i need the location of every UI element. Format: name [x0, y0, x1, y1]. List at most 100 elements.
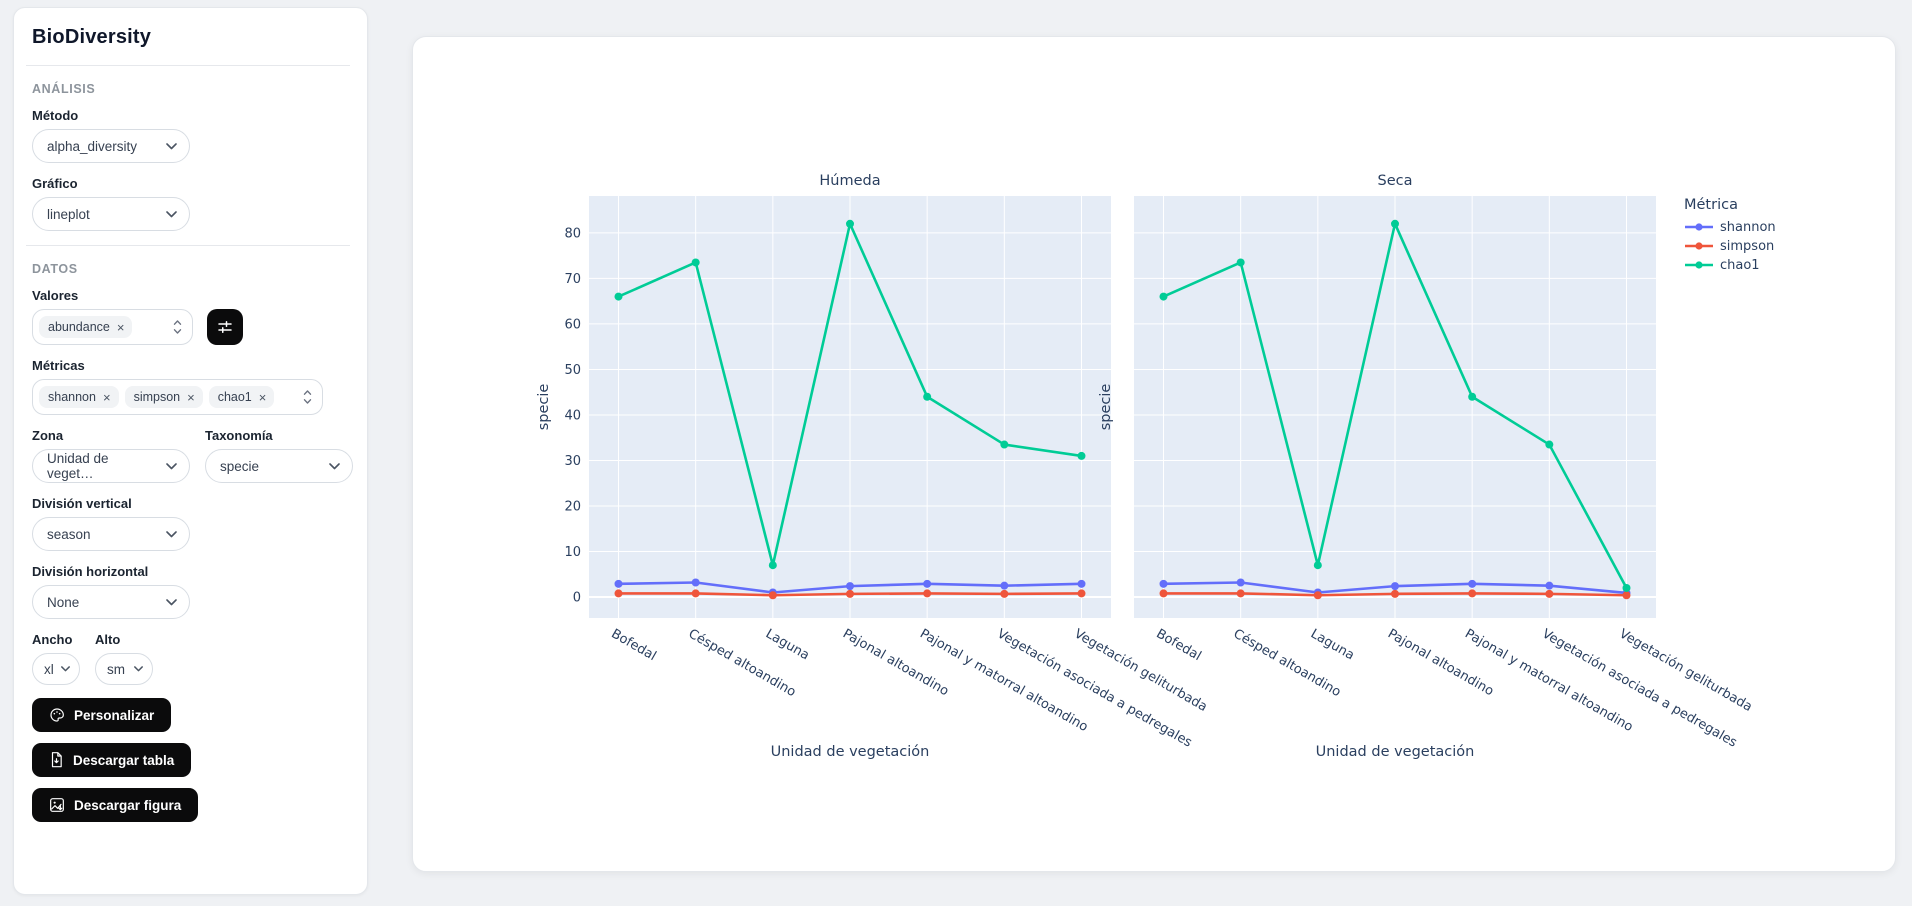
series-point-shannon[interactable] [923, 579, 932, 588]
legend-swatch-chao1 [1685, 261, 1713, 269]
division-vertical-select[interactable]: season [32, 517, 190, 551]
personalizar-button[interactable]: Personalizar [32, 698, 172, 732]
x-axis-title: Unidad de vegetación [771, 744, 930, 760]
series-point-chao1[interactable] [1159, 292, 1168, 301]
valores-multiselect[interactable]: abundance × [32, 309, 193, 345]
facet-title: Seca [1378, 173, 1413, 189]
ancho-select[interactable]: xl [32, 653, 80, 685]
metodo-select[interactable]: alpha_diversity [32, 129, 190, 163]
series-point-simpson[interactable] [614, 589, 623, 598]
y-axis-title: specie [1098, 384, 1114, 431]
series-point-simpson[interactable] [1545, 589, 1554, 598]
alto-label: Alto [95, 632, 121, 647]
series-point-shannon[interactable] [846, 582, 854, 591]
series-point-simpson[interactable] [1236, 589, 1245, 598]
descargar-figura-button[interactable]: Descargar figura [32, 788, 199, 822]
series-point-chao1[interactable] [1545, 440, 1554, 449]
tag-remove-icon[interactable]: × [187, 389, 195, 405]
series-point-simpson[interactable] [1077, 589, 1086, 598]
y-tick-label: 40 [564, 408, 581, 423]
series-point-chao1[interactable] [691, 258, 700, 267]
series-point-shannon[interactable] [691, 578, 700, 587]
zona-field: Zona Unidad de veget… [32, 428, 190, 483]
alto-select[interactable]: sm [95, 653, 153, 685]
division-horizontal-select[interactable]: None [32, 585, 190, 619]
zona-select[interactable]: Unidad de veget… [32, 449, 190, 483]
series-point-chao1[interactable] [1236, 258, 1245, 267]
series-point-shannon[interactable] [1468, 579, 1477, 588]
series-point-chao1[interactable] [1000, 440, 1009, 449]
series-point-shannon[interactable] [614, 579, 623, 588]
image-download-icon [50, 798, 64, 812]
tag-label: chao1 [217, 390, 252, 404]
stepper-icon[interactable] [173, 319, 182, 335]
sidebar: BioDiversity ANÁLISIS Método alpha_diver… [13, 7, 368, 895]
y-tick-label: 30 [564, 454, 581, 469]
series-point-shannon[interactable] [1000, 581, 1009, 590]
legend-entry-simpson[interactable]: simpson [1684, 238, 1776, 254]
x-tick-label: Vegetación geliturbada [1617, 626, 1755, 714]
file-download-icon [51, 752, 62, 768]
series-point-shannon[interactable] [1236, 578, 1245, 587]
tag-remove-icon[interactable]: × [102, 389, 111, 405]
series-point-shannon[interactable] [1391, 582, 1399, 591]
legend-label: simpson [1720, 238, 1775, 254]
legend-entry-shannon[interactable]: shannon [1684, 219, 1776, 235]
series-point-chao1[interactable] [846, 219, 854, 228]
value-settings-button[interactable] [207, 309, 243, 345]
chart-legend: Métrica shannon simpson chao1 [1684, 197, 1776, 276]
series-point-chao1[interactable] [614, 292, 623, 301]
ancho-value: xl [44, 661, 54, 677]
legend-entry-chao1[interactable]: chao1 [1684, 257, 1776, 273]
metodo-value: alpha_diversity [47, 138, 138, 154]
tag-remove-icon[interactable]: × [116, 319, 125, 335]
series-point-shannon[interactable] [1159, 579, 1168, 588]
series-point-simpson[interactable] [1622, 591, 1631, 600]
series-point-chao1[interactable] [1313, 561, 1322, 570]
series-point-chao1[interactable] [1391, 219, 1399, 228]
series-point-simpson[interactable] [1313, 591, 1322, 600]
series-point-chao1[interactable] [1622, 583, 1631, 592]
divider [26, 245, 350, 246]
tag-remove-icon[interactable]: × [258, 389, 267, 405]
series-point-simpson[interactable] [691, 589, 700, 598]
palette-icon [50, 708, 64, 722]
series-point-simpson[interactable] [1159, 589, 1168, 598]
descargar-tabla-button[interactable]: Descargar tabla [32, 743, 192, 777]
series-point-chao1[interactable] [923, 392, 932, 401]
series-point-simpson[interactable] [846, 589, 854, 598]
valores-field: Valores abundance × [32, 288, 350, 345]
descargar-figura-label: Descargar figura [74, 797, 182, 813]
metodo-field: Método alpha_diversity [32, 108, 350, 163]
zona-value: Unidad de veget… [47, 451, 109, 481]
y-tick-label: 0 [573, 591, 581, 606]
series-point-shannon[interactable] [1077, 579, 1086, 588]
tag: chao1 × [208, 386, 275, 408]
chevron-down-icon [166, 462, 177, 469]
series-point-chao1[interactable] [768, 561, 777, 570]
series-point-simpson[interactable] [923, 589, 932, 598]
chevron-down-icon [166, 142, 177, 149]
series-point-simpson[interactable] [1000, 589, 1009, 598]
series-point-shannon[interactable] [1545, 581, 1554, 590]
metodo-label: Método [32, 108, 79, 123]
series-point-simpson[interactable] [1391, 589, 1399, 598]
series-point-simpson[interactable] [1468, 589, 1477, 598]
series-point-chao1[interactable] [1468, 392, 1477, 401]
series-point-chao1[interactable] [1077, 451, 1086, 460]
x-tick-label: Bofedal [609, 626, 659, 664]
stepper-icon[interactable] [303, 389, 312, 405]
valores-label: Valores [32, 288, 79, 303]
taxonomia-select[interactable]: specie [205, 449, 353, 483]
series-point-simpson[interactable] [768, 591, 777, 600]
y-tick-label: 80 [564, 226, 581, 241]
tag-label: shannon [48, 390, 96, 404]
division-horizontal-label: División horizontal [32, 564, 149, 579]
grafico-select[interactable]: lineplot [32, 197, 190, 231]
tag: abundance × [39, 316, 133, 338]
x-tick-label: Laguna [763, 626, 812, 663]
metricas-multiselect[interactable]: shannon × simpson × chao1 × [32, 379, 323, 415]
section-data-heading: DATOS [32, 262, 78, 276]
